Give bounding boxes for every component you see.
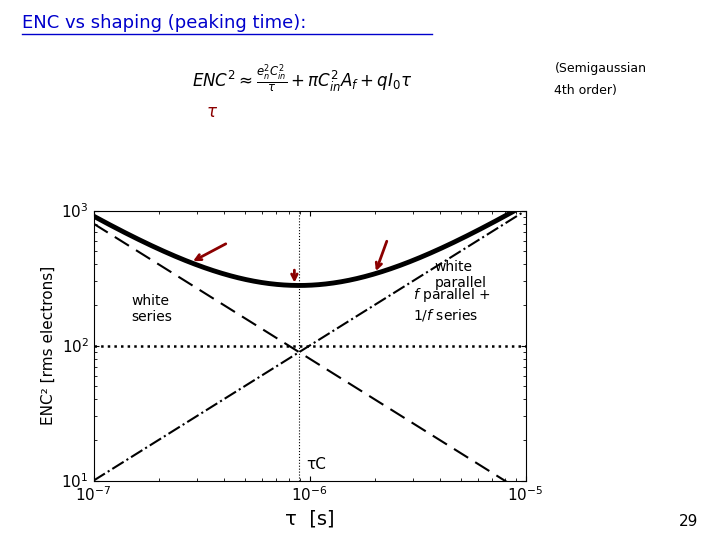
Text: 4th order): 4th order)	[554, 84, 617, 97]
X-axis label: τ  [s]: τ [s]	[285, 510, 334, 529]
Text: white
series: white series	[132, 294, 173, 325]
Text: $ENC^2 \approx \frac{e_n^2 C_{in}^2}{\tau} + \pi C_{in}^2 A_f + qI_0\tau$: $ENC^2 \approx \frac{e_n^2 C_{in}^2}{\ta…	[192, 62, 413, 94]
Text: τC: τC	[306, 457, 326, 472]
Text: 29: 29	[679, 514, 698, 529]
Text: $\tau$: $\tau$	[207, 103, 218, 120]
Text: $f$ parallel +
1/$f$ series: $f$ parallel + 1/$f$ series	[413, 286, 490, 322]
Y-axis label: ENC² [rms electrons]: ENC² [rms electrons]	[41, 266, 55, 425]
Text: ENC vs shaping (peaking time):: ENC vs shaping (peaking time):	[22, 14, 306, 31]
Text: (Semigaussian: (Semigaussian	[554, 62, 647, 75]
Text: white
parallel: white parallel	[435, 260, 487, 291]
